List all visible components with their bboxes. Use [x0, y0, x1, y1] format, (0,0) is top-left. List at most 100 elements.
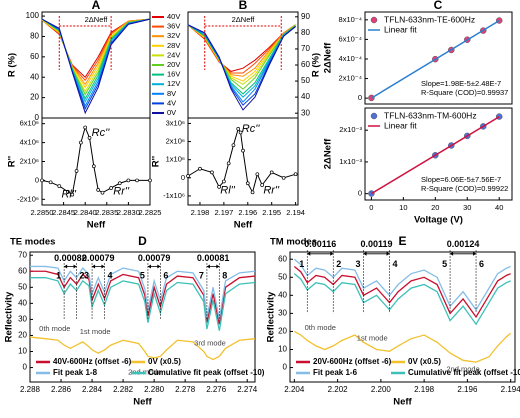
series-line: [293, 265, 511, 319]
y-tick-label: 2x10⁻⁴: [339, 74, 362, 83]
spacing-arrow-head: [450, 251, 477, 256]
x-tick-label: 2.195: [262, 208, 281, 217]
y-tick-label: 4x10⁶: [20, 138, 39, 147]
y-tick-label: 0: [35, 113, 40, 122]
y-tick-label: 30: [278, 308, 287, 317]
annotation: 2ΔNeff: [232, 15, 256, 24]
data-point: [40, 178, 44, 183]
y-tick-label: 0: [181, 173, 185, 182]
y-tick-label: 50: [278, 272, 287, 281]
x-tick-label: 2.2840: [74, 208, 97, 217]
legend-label: Fit peak 1-8: [53, 368, 98, 377]
x-tick-label: 10: [399, 203, 407, 212]
y-tick-label: 10: [278, 345, 287, 354]
x-axis-label: Voltage (V): [414, 215, 463, 226]
data-point: [231, 143, 236, 148]
x-tick-label: 2.276: [206, 385, 227, 394]
series-line: [41, 18, 151, 96]
legend-label: 28V: [167, 41, 180, 50]
peak-label: 5: [140, 270, 145, 280]
y-tick-label: 40: [30, 72, 39, 81]
legend-label: 12V: [167, 79, 180, 88]
peak-label: 5: [442, 259, 447, 269]
data-point: [293, 172, 298, 177]
series-line: [293, 258, 511, 311]
data-point: [57, 184, 62, 188]
data-point: [210, 170, 214, 175]
data-point: [148, 178, 152, 183]
x-tick-label: 2.196: [238, 208, 257, 217]
panel-letter: E: [398, 234, 406, 248]
data-point: [238, 130, 243, 135]
x-axis-label: Neff: [133, 397, 152, 408]
series-line: [371, 19, 500, 99]
spacing-arrow-head: [92, 264, 105, 269]
data-point: [241, 148, 245, 153]
y-tick-label: 1x10⁻³: [339, 157, 362, 166]
plot-frame: [29, 251, 256, 383]
fit-r2: R-Square (COD)=0.99922: [421, 184, 508, 193]
annotation: Rl'': [220, 184, 235, 196]
data-point: [226, 161, 231, 166]
y-tick-label: 20: [30, 93, 39, 102]
legend-label: 40V: [167, 12, 180, 21]
legend-label: 32V: [167, 31, 180, 40]
legend-label: Linear fit: [384, 24, 417, 34]
spacing-label: 0.00082: [54, 253, 87, 263]
y-tick-label: 0: [283, 363, 288, 372]
y-tick-label: 80: [30, 32, 39, 41]
panel-title: TM modes: [270, 237, 317, 248]
y-tick-label: 80: [301, 28, 310, 37]
mode-label: 1st mode: [357, 334, 388, 343]
y-tick-label: 2x10⁶: [20, 156, 39, 165]
peak-label: 8: [222, 270, 227, 280]
data-point: [70, 192, 75, 197]
y-tick-label: 3x10⁶: [166, 118, 185, 127]
peak-label: 7: [199, 270, 204, 280]
y-tick-label: 60: [278, 254, 287, 263]
y-tick-label: 0: [35, 175, 39, 184]
x-tick-label: 2.286: [51, 385, 72, 394]
y-tick-label: 100: [26, 11, 40, 20]
x-axis-label: Neff: [234, 220, 253, 231]
data-point: [117, 181, 122, 186]
y-tick-label: 6x10⁶: [20, 119, 39, 128]
x-tick-label: 2.200: [371, 385, 392, 394]
x-tick-label: 2.2845: [52, 208, 75, 217]
y-axis-label: Reflectivity: [4, 291, 15, 342]
y-tick-label: 0: [23, 363, 28, 372]
x-tick-label: 2.2850: [31, 208, 54, 217]
data-point: [83, 125, 88, 130]
legend-label: 0V (x0.5): [148, 357, 181, 366]
annotation: Rc'': [92, 127, 111, 139]
x-tick-label: 2.197: [214, 208, 233, 217]
legend-label: Fit peak 1-6: [313, 368, 358, 377]
y-tick-label: 90: [301, 12, 310, 21]
series-line: [187, 24, 296, 111]
legend-label: 20V: [167, 60, 180, 69]
panel-letter: D: [138, 234, 147, 248]
data-point: [48, 180, 53, 185]
fit-slope: Slope=6.06E-5±7.56E-7: [421, 175, 501, 184]
series-line: [293, 273, 511, 326]
y-tick-label: 0: [358, 93, 362, 102]
spacing-arrow-head: [64, 264, 77, 269]
data-point: [260, 183, 264, 187]
data-point: [198, 166, 202, 171]
spacing-arrow-head: [147, 264, 161, 269]
data-point: [255, 172, 260, 177]
legend-label: 40V-600Hz (offset -6): [53, 357, 132, 366]
spacing-arrow-head: [206, 264, 220, 269]
legend-swatch: [370, 112, 378, 120]
data-point: [222, 179, 226, 184]
annotation: Rc'': [242, 123, 261, 135]
legend-label: TFLN-633nm-TE-600Hz: [384, 14, 475, 24]
y-tick-label: 40: [301, 92, 310, 101]
peak-label: 2: [80, 270, 85, 280]
x-tick-label: 2.2835: [95, 208, 118, 217]
y-axis-label: Reflectivity: [266, 291, 277, 342]
x-tick-label: 2.2825: [139, 208, 162, 217]
peak-label: 1: [56, 270, 61, 280]
series-line: [41, 18, 151, 115]
